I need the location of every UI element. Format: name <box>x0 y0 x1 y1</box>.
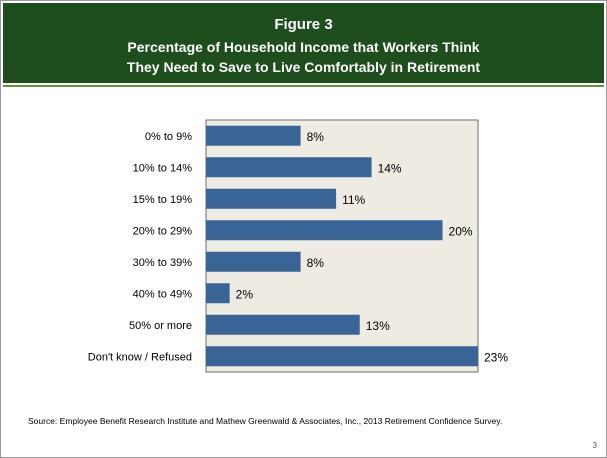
bar <box>206 125 301 146</box>
bar <box>206 188 337 209</box>
category-label: 15% to 19% <box>133 194 193 206</box>
bar <box>206 157 372 178</box>
page-number: 3 <box>592 441 597 450</box>
bar <box>206 251 301 272</box>
value-label: 11% <box>342 193 365 207</box>
category-label: 40% to 49% <box>133 288 193 300</box>
category-label: Don't know / Refused <box>88 351 192 363</box>
value-label: 8% <box>307 256 325 270</box>
value-label: 2% <box>236 287 254 301</box>
bar <box>206 283 230 304</box>
bar <box>206 314 360 335</box>
value-label: 8% <box>307 130 325 144</box>
value-label: 23% <box>484 350 508 364</box>
category-label: 0% to 9% <box>145 131 192 143</box>
bars-group: 0% to 9% 8% 10% to 14% 14% 15% to 19% 11% 20% … <box>88 125 508 367</box>
bar <box>206 346 478 367</box>
value-label: 20% <box>449 224 473 238</box>
chart-title: Percentage of Household Income that Work… <box>3 37 604 77</box>
source-note: Source: Employee Benefit Research Instit… <box>28 416 503 426</box>
category-label: 30% to 39% <box>133 257 193 269</box>
chart-title-line-1: Percentage of Household Income that Work… <box>127 39 480 55</box>
value-label: 13% <box>366 319 390 333</box>
header-divider <box>3 85 604 87</box>
figure-header: Figure 3 Percentage of Household Income … <box>3 3 604 83</box>
category-label: 20% to 29% <box>133 225 193 237</box>
category-label: 10% to 14% <box>133 162 193 174</box>
category-label: 50% or more <box>129 320 192 332</box>
chart-title-line-2: They Need to Save to Live Comfortably in… <box>126 59 481 75</box>
bar <box>206 220 443 241</box>
value-label: 14% <box>378 161 402 175</box>
figure-number: Figure 3 <box>274 16 333 33</box>
